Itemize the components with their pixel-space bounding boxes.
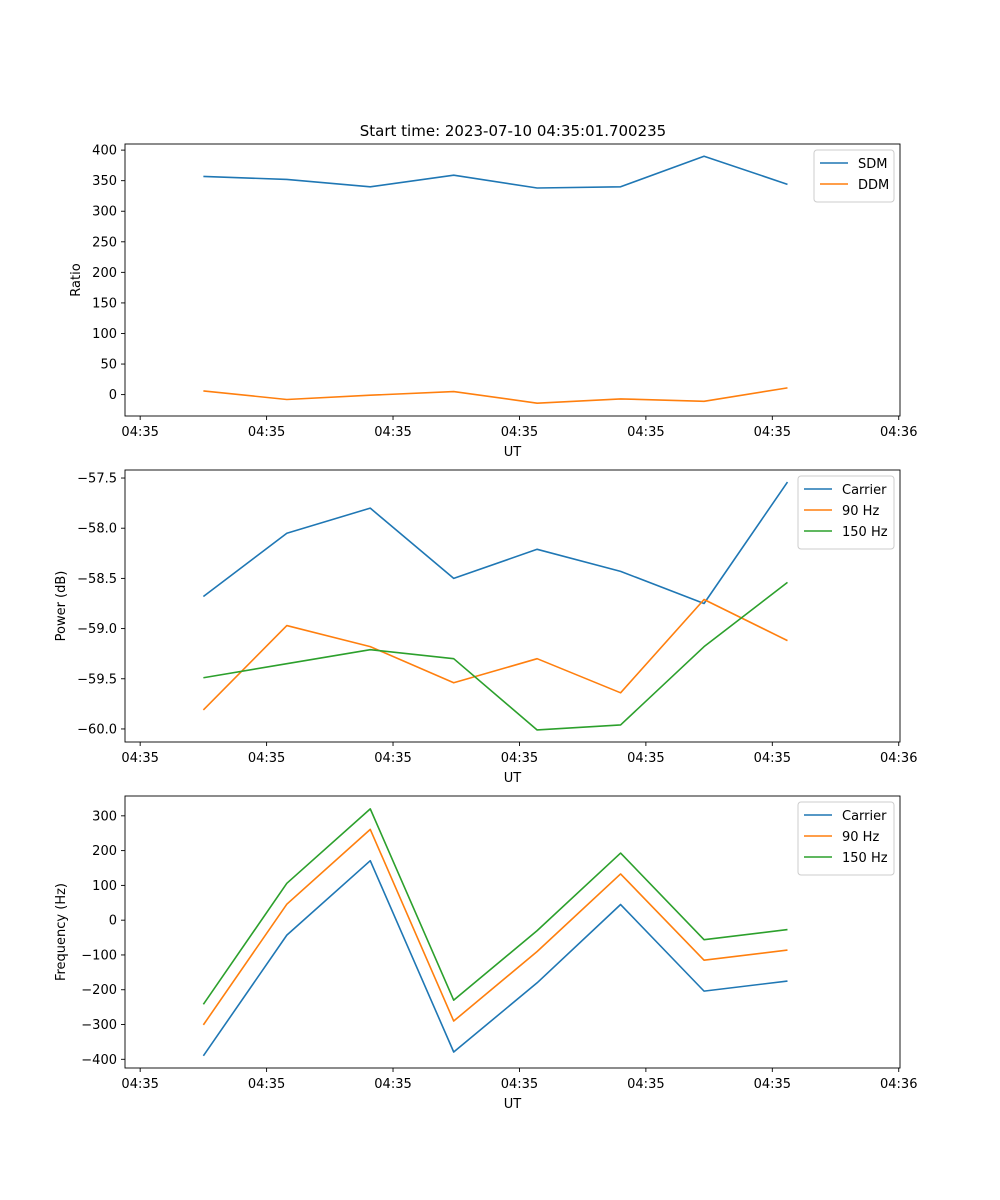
y-tick-label: 300 bbox=[92, 205, 117, 220]
legend-label: DDM bbox=[858, 178, 889, 193]
x-tick-label: 04:36 bbox=[880, 1077, 917, 1092]
series-line-90-hz bbox=[202, 828, 788, 1026]
x-tick-label: 04:35 bbox=[501, 751, 538, 766]
x-tick-label: 04:35 bbox=[501, 425, 538, 440]
x-tick-label: 04:35 bbox=[121, 425, 158, 440]
y-tick-label: −300 bbox=[81, 1018, 117, 1033]
x-tick-label: 04:35 bbox=[248, 425, 285, 440]
legend-label: 150 Hz bbox=[842, 851, 888, 866]
y-axis-label: Ratio bbox=[69, 263, 84, 296]
y-tick-label: −200 bbox=[81, 983, 117, 998]
x-tick-label: 04:35 bbox=[248, 751, 285, 766]
y-tick-label: 400 bbox=[92, 144, 117, 159]
x-tick-label: 04:35 bbox=[754, 751, 791, 766]
y-tick-label: 0 bbox=[109, 914, 117, 929]
y-tick-label: −59.0 bbox=[77, 622, 117, 637]
series-line-ddm bbox=[203, 387, 788, 404]
y-tick-label: 150 bbox=[92, 296, 117, 311]
y-tick-label: −100 bbox=[81, 948, 117, 963]
y-tick-label: 200 bbox=[92, 844, 117, 859]
y-tick-label: 250 bbox=[92, 235, 117, 250]
y-tick-label: −59.5 bbox=[77, 672, 117, 687]
y-tick-label: −400 bbox=[81, 1053, 117, 1068]
y-tick-label: 200 bbox=[92, 266, 117, 281]
subplot-ratio: 04:35 04:35 04:35 04:35 04:35 04:35 04:36 0 50 10… bbox=[69, 143, 917, 460]
x-tick-label: 04:36 bbox=[880, 425, 917, 440]
y-tick-label: −58.0 bbox=[77, 522, 117, 537]
x-axis-label: UT bbox=[504, 1097, 522, 1112]
x-tick-label: 04:35 bbox=[627, 751, 664, 766]
x-axis-label: UT bbox=[504, 771, 522, 786]
x-tick-label: 04:35 bbox=[627, 425, 664, 440]
x-tick-label: 04:35 bbox=[374, 751, 411, 766]
y-tick-label: 50 bbox=[100, 358, 117, 373]
x-tick-label: 04:35 bbox=[121, 751, 158, 766]
x-tick-label: 04:35 bbox=[754, 1077, 791, 1092]
x-tick-label: 04:35 bbox=[121, 1077, 158, 1092]
x-axis-label: UT bbox=[504, 445, 522, 460]
x-tick-label: 04:35 bbox=[627, 1077, 664, 1092]
legend-label: 90 Hz bbox=[842, 504, 879, 519]
series-line-150-hz bbox=[202, 808, 788, 1005]
y-tick-label: 0 bbox=[109, 388, 117, 403]
legend-label: Carrier bbox=[842, 809, 887, 824]
y-tick-label: −58.5 bbox=[77, 572, 117, 587]
legend-label: 150 Hz bbox=[842, 525, 888, 540]
y-tick-label: 100 bbox=[92, 879, 117, 894]
axes-frame bbox=[124, 143, 901, 417]
series-line-carrier bbox=[202, 859, 788, 1057]
y-tick-label: −57.5 bbox=[77, 472, 117, 487]
y-axis-label: Frequency (Hz) bbox=[54, 883, 69, 981]
series-line-sdm bbox=[203, 155, 788, 189]
y-tick-label: 100 bbox=[92, 327, 117, 342]
subplot-frequency: 04:35 04:35 04:35 04:35 04:35 04:35 04:36 −400 −… bbox=[54, 795, 917, 1112]
x-tick-label: 04:36 bbox=[880, 751, 917, 766]
y-tick-label: −60.0 bbox=[77, 722, 117, 737]
y-tick-label: 300 bbox=[92, 809, 117, 824]
series-line-carrier bbox=[202, 481, 789, 605]
figure-title: Start time: 2023-07-10 04:35:01.700235 bbox=[360, 122, 666, 140]
axes-frame bbox=[124, 795, 901, 1069]
y-tick-label: 350 bbox=[92, 174, 117, 189]
legend-label: Carrier bbox=[842, 483, 887, 498]
axes-frame bbox=[124, 469, 901, 743]
y-axis-label: Power (dB) bbox=[54, 571, 69, 642]
legend-label: 90 Hz bbox=[842, 830, 879, 845]
x-tick-label: 04:35 bbox=[754, 425, 791, 440]
series-line-90-hz bbox=[202, 598, 788, 711]
x-tick-label: 04:35 bbox=[374, 425, 411, 440]
x-tick-label: 04:35 bbox=[248, 1077, 285, 1092]
x-tick-label: 04:35 bbox=[501, 1077, 538, 1092]
legend-label: SDM bbox=[858, 157, 887, 172]
x-tick-label: 04:35 bbox=[374, 1077, 411, 1092]
series-line-150-hz bbox=[203, 581, 788, 731]
subplot-power: 04:35 04:35 04:35 04:35 04:35 04:35 04:36 −60.0… bbox=[54, 469, 917, 786]
